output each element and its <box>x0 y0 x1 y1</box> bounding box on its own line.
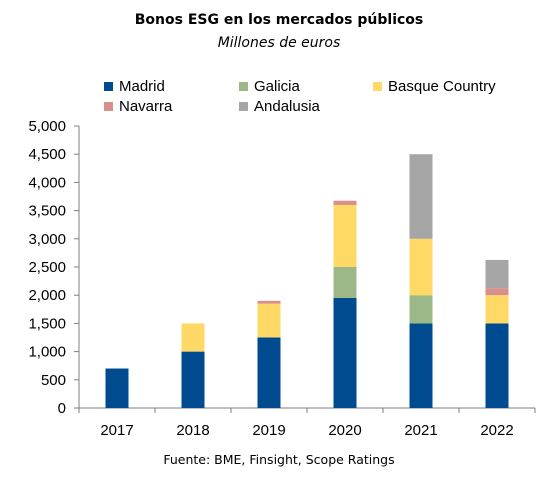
bar-andalusia-2021 <box>409 154 433 239</box>
bar-basque-country-2020 <box>333 204 357 267</box>
bar-navarra-2019 <box>257 300 281 304</box>
y-tick-label: 5,000 <box>28 118 66 135</box>
legend-label-madrid: Madrid <box>119 78 165 95</box>
y-tick-label: 4,500 <box>28 146 66 163</box>
legend-label-navarra: Navarra <box>119 98 173 115</box>
x-tick-label-2020: 2020 <box>328 422 361 439</box>
bar-madrid-2021 <box>409 323 433 408</box>
bar-navarra-2020 <box>333 200 357 205</box>
y-tick-label: 1,000 <box>28 344 66 361</box>
chart-title: Bonos ESG en los mercados públicos <box>134 12 424 28</box>
bar-madrid-2022 <box>485 323 509 408</box>
legend-swatch-madrid <box>104 82 113 91</box>
y-tick-label: 1,500 <box>28 315 66 332</box>
bar-basque-country-2021 <box>409 238 433 296</box>
y-tick-label: 3,500 <box>28 203 66 220</box>
legend-swatch-andalusia <box>239 102 248 111</box>
y-tick-label: 4,000 <box>28 174 66 191</box>
bar-basque-country-2019 <box>257 303 281 338</box>
legend-swatch-basque-country <box>373 82 382 91</box>
bar-madrid-2018 <box>181 351 205 408</box>
bar-basque-country-2022 <box>485 295 509 324</box>
legend-label-basque-country: Basque Country <box>388 78 496 95</box>
x-tick-label-2018: 2018 <box>176 422 209 439</box>
bar-galicia-2021 <box>409 295 433 324</box>
y-tick-label: 3,000 <box>28 231 66 248</box>
bar-madrid-2017 <box>105 368 129 408</box>
x-tick-label-2019: 2019 <box>252 422 285 439</box>
x-tick-label-2022: 2022 <box>480 422 513 439</box>
chart-source: Fuente: BME, Finsight, Scope Ratings <box>163 452 395 467</box>
legend-swatch-galicia <box>239 82 248 91</box>
legend-label-galicia: Galicia <box>254 78 301 95</box>
legend-label-andalusia: Andalusia <box>254 98 321 115</box>
bar-galicia-2020 <box>333 267 357 299</box>
y-tick-label: 500 <box>41 372 66 389</box>
bar-navarra-2022 <box>485 288 509 296</box>
chart-subtitle: Millones de euros <box>217 35 341 51</box>
bar-andalusia-2022 <box>485 259 509 289</box>
bar-basque-country-2018 <box>181 323 205 352</box>
y-tick-label: 0 <box>58 400 66 417</box>
y-tick-label: 2,000 <box>28 287 66 304</box>
x-tick-label-2021: 2021 <box>404 422 437 439</box>
y-tick-label: 2,500 <box>28 259 66 276</box>
bar-madrid-2019 <box>257 337 281 408</box>
x-tick-label-2017: 2017 <box>100 422 133 439</box>
bar-madrid-2020 <box>333 298 357 408</box>
legend-swatch-navarra <box>104 102 113 111</box>
